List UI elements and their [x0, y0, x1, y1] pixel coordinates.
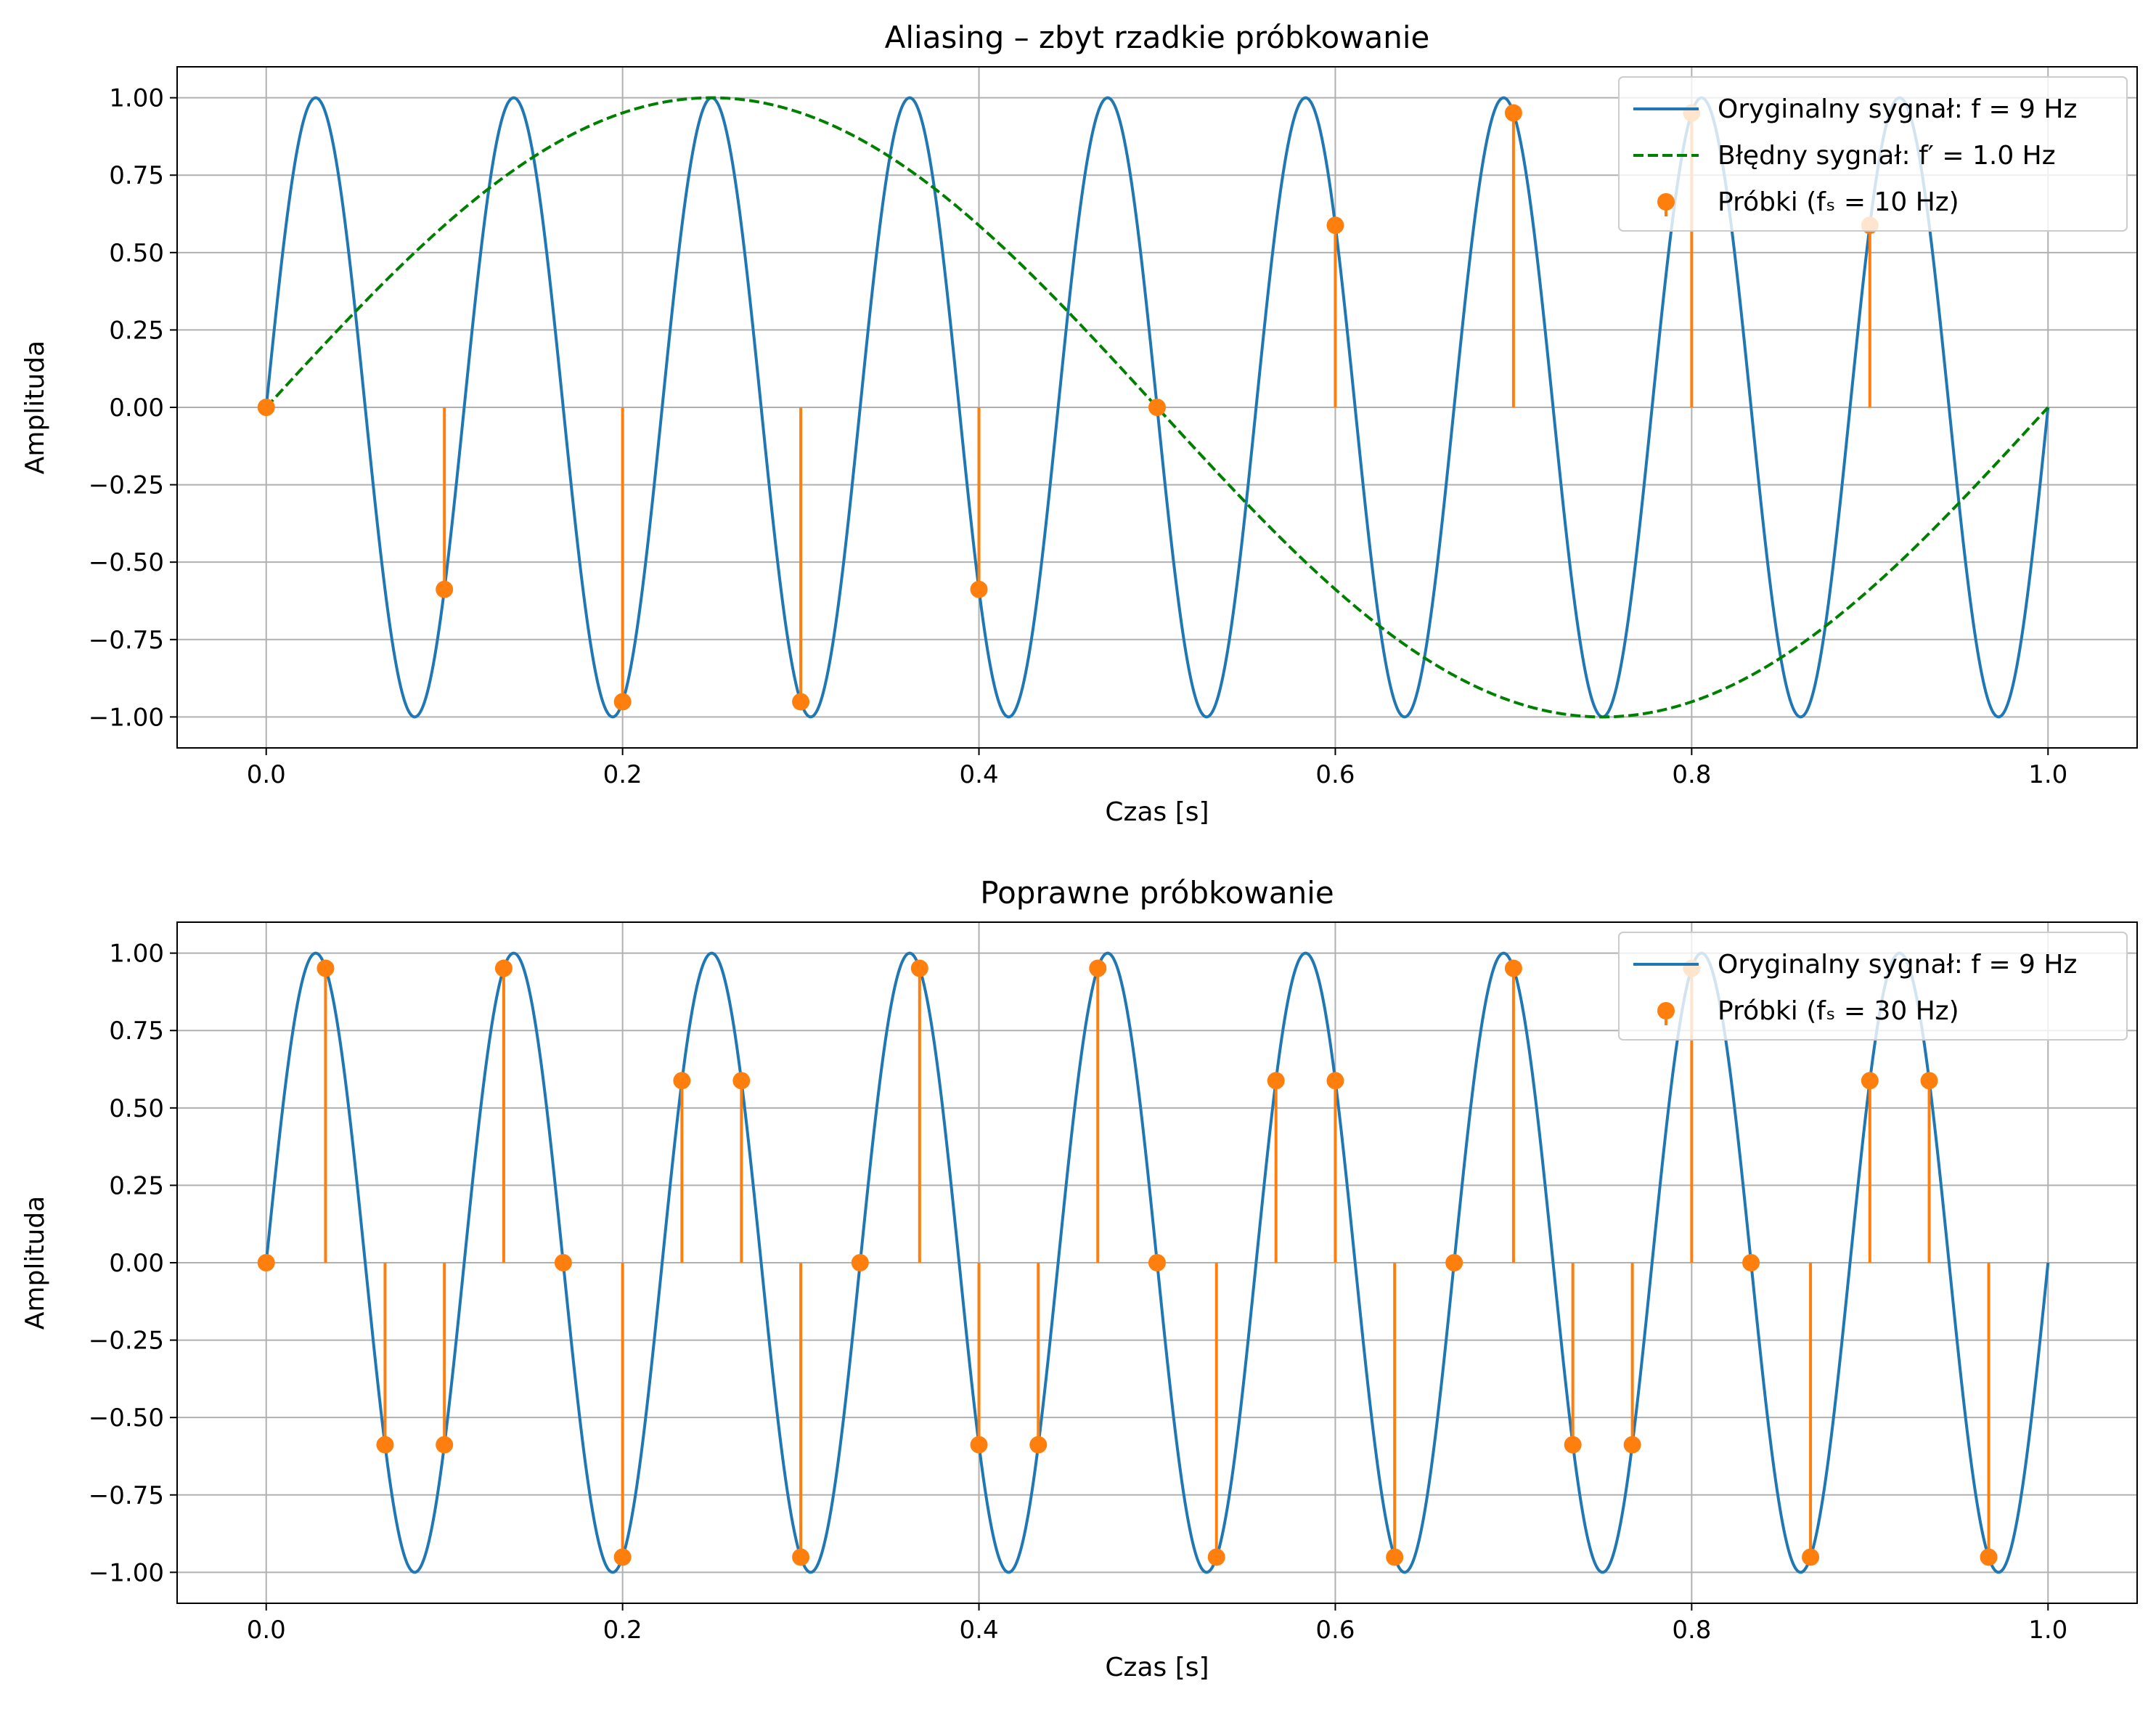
aliasing-ytick-label: −1.00 — [89, 703, 164, 732]
aliasing-legend-label-aliased: Błędny sygnał: f′ = 1.0 Hz — [1718, 141, 2056, 171]
aliasing-ytick-label: 0.50 — [109, 239, 164, 268]
aliasing-ytick-label: 0.75 — [109, 161, 164, 190]
correct-sampling-xtick-label: 0.4 — [960, 1616, 999, 1645]
aliasing-y-axis-label: Amplituda — [20, 341, 50, 474]
correct-sampling-ytick-label: −0.50 — [89, 1404, 164, 1433]
aliasing-legend-label-original: Oryginalny sygnał: f = 9 Hz — [1718, 94, 2077, 124]
correct-sampling-sample-marker — [317, 959, 335, 977]
aliasing-subplot: Aliasing – zbyt rzadkie próbkowanie 0.0 0… — [20, 20, 2138, 827]
aliasing-ytick-label: −0.50 — [89, 548, 164, 577]
aliasing-xtick-label: 1.0 — [2028, 760, 2067, 789]
aliasing-sample-marker — [970, 580, 988, 598]
correct-sampling-xtick-label: 0.8 — [1672, 1616, 1711, 1645]
correct-sampling-xtick-label: 0.6 — [1315, 1616, 1355, 1645]
aliasing-ytick-label: 0.25 — [109, 316, 164, 345]
correct-sampling-sample-marker — [1504, 959, 1522, 977]
correct-sampling-sample-marker — [851, 1254, 869, 1271]
correct-sampling-legend: Oryginalny sygnał: f = 9 Hz Próbki (fₛ =… — [1618, 932, 2128, 1041]
aliasing-ytick-label: −0.75 — [89, 626, 164, 655]
aliasing-legend-box — [1618, 76, 2128, 232]
correct-sampling-sample-marker — [554, 1254, 572, 1271]
correct-sampling-sample-marker — [1742, 1254, 1760, 1271]
aliasing-sample-marker — [1326, 216, 1344, 235]
aliasing-sample-marker — [1504, 104, 1522, 122]
correct-sampling-sample-marker — [1207, 1548, 1225, 1566]
correct-sampling-legend-label-samples: Próbki (fₛ = 30 Hz) — [1718, 996, 1959, 1026]
correct-sampling-xtick-label: 0.0 — [247, 1616, 286, 1645]
correct-sampling-sample-marker — [970, 1436, 988, 1454]
correct-sampling-data — [257, 951, 2050, 1574]
aliasing-ticks: 0.0 0.2 0.4 0.6 0.8 1.0 −1.00 −0.75 −0.50 −0.25 0.… — [89, 84, 2068, 789]
aliasing-title: Aliasing – zbyt rzadkie próbkowanie — [885, 20, 1430, 55]
correct-sampling-sample-marker — [732, 1072, 751, 1090]
correct-sampling-ytick-label: 1.00 — [109, 940, 164, 969]
aliasing-xtick-label: 0.2 — [603, 760, 642, 789]
correct-sampling-ytick-label: 0.00 — [109, 1249, 164, 1278]
correct-sampling-xtick-label: 1.0 — [2028, 1616, 2067, 1645]
aliasing-sample-marker — [613, 693, 632, 711]
correct-sampling-sample-marker — [1386, 1548, 1404, 1566]
correct-sampling-sample-marker — [1029, 1436, 1048, 1454]
correct-sampling-legend-box — [1618, 932, 2128, 1041]
aliasing-sample-marker — [1148, 399, 1166, 416]
aliasing-ytick-label: −0.25 — [89, 471, 164, 500]
correct-sampling-ytick-label: 0.25 — [109, 1171, 164, 1200]
aliasing-sample-marker — [257, 399, 275, 416]
correct-sampling-title: Poprawne próbkowanie — [980, 875, 1334, 911]
correct-sampling-sample-marker — [613, 1548, 632, 1566]
correct-sampling-sample-marker — [1920, 1072, 1938, 1090]
correct-sampling-sample-marker — [792, 1548, 810, 1566]
correct-sampling-sample-marker — [673, 1072, 691, 1090]
correct-sampling-ticks: 0.0 0.2 0.4 0.6 0.8 1.0 −1.00 −0.75 −0.50 −0.25 0.… — [89, 940, 2068, 1645]
aliasing-sample-marker — [792, 693, 810, 711]
correct-sampling-sample-marker — [1861, 1072, 1879, 1090]
correct-sampling-sample-marker — [1326, 1072, 1344, 1090]
correct-sampling-ytick-label: −0.25 — [89, 1327, 164, 1356]
correct-sampling-sample-marker — [1564, 1436, 1582, 1454]
correct-sampling-sample-marker — [257, 1254, 275, 1271]
correct-sampling-y-axis-label: Amplituda — [20, 1196, 50, 1330]
correct-sampling-sample-marker — [1980, 1548, 1998, 1566]
correct-sampling-legend-handle-samples — [1657, 1002, 1675, 1025]
correct-sampling-sample-marker — [910, 959, 928, 977]
aliasing-xtick-label: 0.0 — [247, 760, 286, 789]
aliasing-legend-marker — [1657, 193, 1675, 211]
correct-sampling-sample-marker — [436, 1436, 454, 1454]
correct-sampling-sample-marker — [376, 1436, 394, 1454]
correct-sampling-ytick-label: 0.75 — [109, 1017, 164, 1046]
correct-sampling-sample-marker — [1089, 959, 1107, 977]
correct-sampling-legend-marker — [1657, 1002, 1675, 1019]
correct-sampling-subplot: Poprawne próbkowanie 0.0 0.2 0.4 0.6 0.8 1.0 −… — [20, 875, 2138, 1682]
correct-sampling-sample-marker — [1802, 1548, 1820, 1566]
aliasing-sample-marker — [436, 580, 454, 598]
correct-sampling-sample-marker — [1148, 1254, 1166, 1271]
correct-sampling-ytick-label: −0.75 — [89, 1481, 164, 1510]
aliasing-x-axis-label: Czas [s] — [1105, 797, 1209, 827]
aliasing-legend: Oryginalny sygnał: f = 9 Hz Błędny sygna… — [1618, 76, 2128, 232]
correct-sampling-legend-label-original: Oryginalny sygnał: f = 9 Hz — [1718, 950, 2077, 980]
correct-sampling-sample-marker — [1267, 1072, 1285, 1090]
aliasing-legend-handle-samples — [1657, 193, 1675, 216]
correct-sampling-sample-marker — [1445, 1254, 1463, 1271]
aliasing-xtick-label: 0.4 — [960, 760, 999, 789]
aliasing-xtick-label: 0.8 — [1672, 760, 1711, 789]
correct-sampling-ytick-label: 0.50 — [109, 1094, 164, 1123]
correct-sampling-sample-marker — [494, 959, 513, 977]
correct-sampling-x-axis-label: Czas [s] — [1105, 1653, 1209, 1682]
correct-sampling-sample-marker — [1623, 1436, 1641, 1454]
correct-sampling-xtick-label: 0.2 — [603, 1616, 642, 1645]
aliasing-series-aliased-line — [265, 96, 2049, 719]
aliasing-legend-label-samples: Próbki (fₛ = 10 Hz) — [1718, 187, 1959, 217]
aliasing-ytick-label: 1.00 — [109, 84, 164, 113]
correct-sampling-ytick-label: −1.00 — [89, 1558, 164, 1587]
aliasing-ytick-label: 0.00 — [109, 394, 164, 423]
aliasing-xtick-label: 0.6 — [1315, 760, 1355, 789]
